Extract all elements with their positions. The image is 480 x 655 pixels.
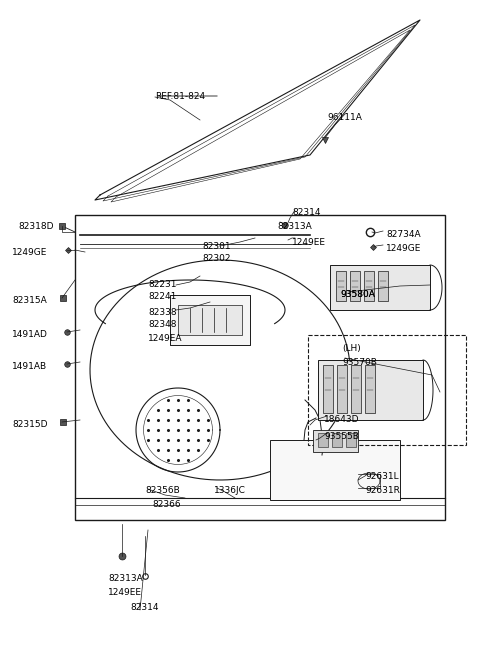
- Text: 82338: 82338: [148, 308, 177, 317]
- Text: 18643D: 18643D: [324, 415, 360, 424]
- Text: 93580A: 93580A: [340, 290, 375, 299]
- Bar: [318, 360, 423, 420]
- Bar: [336, 271, 346, 301]
- Bar: [330, 265, 430, 310]
- Text: 1491AB: 1491AB: [12, 362, 47, 371]
- Text: (LH): (LH): [342, 344, 361, 353]
- Text: 82315A: 82315A: [12, 296, 47, 305]
- Text: 82313A: 82313A: [277, 222, 312, 231]
- Text: 1249EA: 1249EA: [148, 334, 182, 343]
- Text: 1249EE: 1249EE: [108, 588, 142, 597]
- Text: 82314: 82314: [130, 603, 158, 612]
- Bar: [351, 365, 361, 413]
- Text: 82302: 82302: [202, 254, 230, 263]
- Text: REF.81-824: REF.81-824: [155, 92, 205, 101]
- Text: 82314: 82314: [292, 208, 321, 217]
- Text: 1249GE: 1249GE: [12, 248, 48, 257]
- Text: 82301: 82301: [202, 242, 230, 251]
- Text: 82315D: 82315D: [12, 420, 48, 429]
- Text: 93570B: 93570B: [342, 358, 377, 367]
- Text: 82348: 82348: [148, 320, 177, 329]
- Text: 92631L: 92631L: [365, 472, 398, 481]
- Text: 1336JC: 1336JC: [214, 486, 246, 495]
- Text: 1249GE: 1249GE: [386, 244, 421, 253]
- Bar: [350, 271, 360, 301]
- Text: 82241: 82241: [148, 292, 176, 301]
- Bar: [270, 440, 400, 500]
- Bar: [178, 305, 242, 335]
- Text: 93555B: 93555B: [324, 432, 359, 441]
- Bar: [318, 433, 328, 447]
- Bar: [378, 271, 388, 301]
- Text: 82231: 82231: [148, 280, 177, 289]
- Text: 1491AD: 1491AD: [12, 330, 48, 339]
- Bar: [308, 335, 466, 445]
- Text: 82313A: 82313A: [108, 574, 143, 583]
- Bar: [365, 365, 375, 413]
- Bar: [332, 433, 342, 447]
- Text: 1249EE: 1249EE: [292, 238, 326, 247]
- Text: 92631R: 92631R: [365, 486, 400, 495]
- Text: 93580A: 93580A: [340, 290, 375, 299]
- Bar: [364, 271, 374, 301]
- Bar: [170, 295, 250, 345]
- Bar: [346, 433, 356, 447]
- Text: 82318D: 82318D: [18, 222, 53, 231]
- Bar: [323, 365, 333, 413]
- Bar: [337, 365, 347, 413]
- Text: 96111A: 96111A: [327, 113, 362, 122]
- Text: 82734A: 82734A: [386, 230, 420, 239]
- Bar: [313, 430, 358, 452]
- Text: 82366: 82366: [152, 500, 180, 509]
- Text: 82356B: 82356B: [145, 486, 180, 495]
- Bar: [75, 215, 445, 520]
